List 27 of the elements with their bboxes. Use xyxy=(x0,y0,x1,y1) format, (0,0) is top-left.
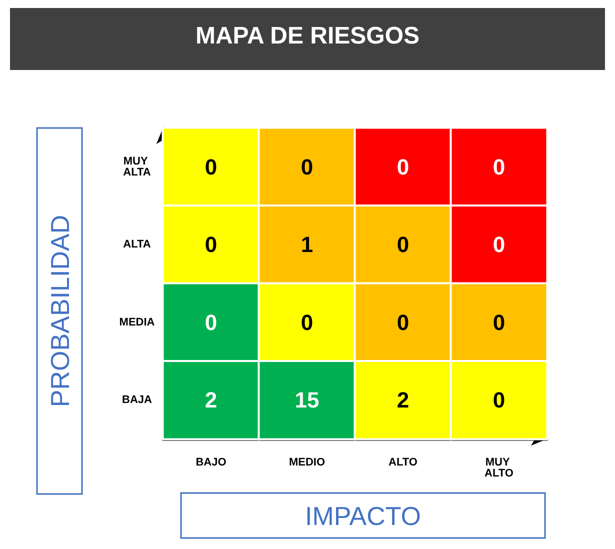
data-label: 0 xyxy=(396,310,410,335)
y-tick-label: MUY ALTA xyxy=(123,155,151,178)
data-label: 0 xyxy=(204,154,218,180)
data-label: 0 xyxy=(492,154,506,180)
x-tick-label: ALTO xyxy=(388,456,418,468)
data-label: 0 xyxy=(204,232,218,258)
x-tick-label: MUY ALTO xyxy=(484,456,514,480)
y-tick-label: BAJA xyxy=(122,394,152,406)
x-axis-title: IMPACTO xyxy=(304,501,422,531)
data-label: 0 xyxy=(204,310,218,335)
data-label: 2 xyxy=(396,388,410,413)
y-tick-label: ALTA xyxy=(123,238,151,251)
y-tick-label: MEDIA xyxy=(119,316,155,328)
x-tick-label: MEDIO xyxy=(288,456,326,468)
data-label: 0 xyxy=(396,232,410,258)
data-label: 0 xyxy=(492,232,506,258)
data-label: 2 xyxy=(204,388,218,413)
data-label: 15 xyxy=(294,388,320,413)
data-label: 0 xyxy=(396,154,410,180)
x-tick-label: BAJO xyxy=(196,456,227,468)
data-label: 0 xyxy=(300,154,314,180)
data-label: 0 xyxy=(492,388,506,413)
y-axis-title: PROBABILIDAD xyxy=(45,214,75,408)
data-label: 0 xyxy=(492,310,506,335)
chart-title: MAPA DE RIESGOS xyxy=(195,22,420,50)
data-label: 1 xyxy=(300,232,314,258)
data-label: 0 xyxy=(300,310,314,335)
